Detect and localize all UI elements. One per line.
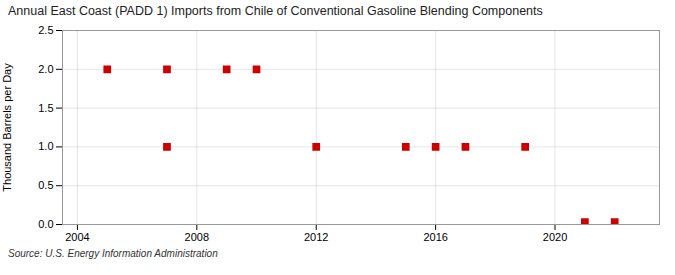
- svg-text:1.0: 1.0: [38, 140, 53, 152]
- html-text:Source: U.S. Energy Informatio: Source: U.S. Energy Information Administ…: [8, 248, 218, 259]
- svg-text:2016: 2016: [423, 231, 447, 243]
- svg-text:2012: 2012: [304, 231, 328, 243]
- svg-text:0.5: 0.5: [38, 179, 53, 191]
- svg-text:2008: 2008: [185, 231, 209, 243]
- svg-text:1.5: 1.5: [38, 102, 53, 114]
- svg-text:2.0: 2.0: [38, 63, 53, 75]
- svg-text:2020: 2020: [543, 231, 567, 243]
- svg-text:Thousand Barrels per Day: Thousand Barrels per Day: [1, 63, 13, 192]
- svg-text:2.5: 2.5: [38, 24, 53, 36]
- html-text:Annual East Coast (PADD 1) Imp: Annual East Coast (PADD 1) Imports from …: [8, 4, 543, 18]
- svg-text:2004: 2004: [65, 231, 89, 243]
- svg-text:0.0: 0.0: [38, 218, 53, 230]
